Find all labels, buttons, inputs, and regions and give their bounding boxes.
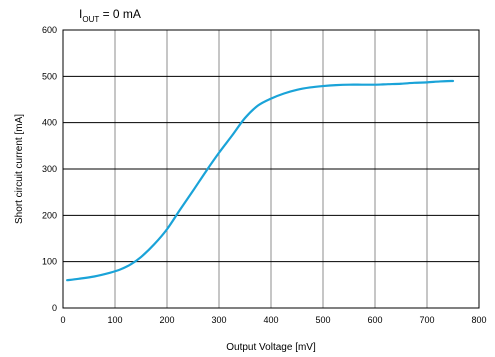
annotation-rest: = 0 mA [99,7,141,21]
series-line [66,79,455,282]
plot-frame [62,29,480,309]
y-tick-label: 300 [42,164,57,174]
y-axis-label: Short circuit current [mA] [14,114,25,224]
annotation-subscript: OUT [82,15,99,24]
chart-annotation: IOUT = 0 mA [79,7,141,24]
x-tick-label: 200 [159,315,174,325]
y-tick-label: 600 [42,25,57,35]
grid [63,30,479,308]
x-tick-label: 600 [367,315,382,325]
x-axis-label: Output Voltage [mV] [226,342,316,353]
y-tick-label: 0 [52,303,57,313]
y-tick-label: 100 [42,257,57,267]
y-tick-label: 400 [42,118,57,128]
y-tick-label: 200 [42,210,57,220]
x-tick-label: 700 [419,315,434,325]
x-tick-label: 100 [107,315,122,325]
annotation-main: I [79,7,82,21]
x-tick-label: 800 [471,315,486,325]
tick-labels: 0 100 200 300 400 500 600 700 800 0 100 200 300 400 50… [42,25,487,325]
x-tick-label: 0 [60,315,65,325]
y-tick-label: 500 [42,71,57,81]
x-tick-label: 500 [315,315,330,325]
x-tick-label: 400 [263,315,278,325]
x-tick-label: 300 [211,315,226,325]
